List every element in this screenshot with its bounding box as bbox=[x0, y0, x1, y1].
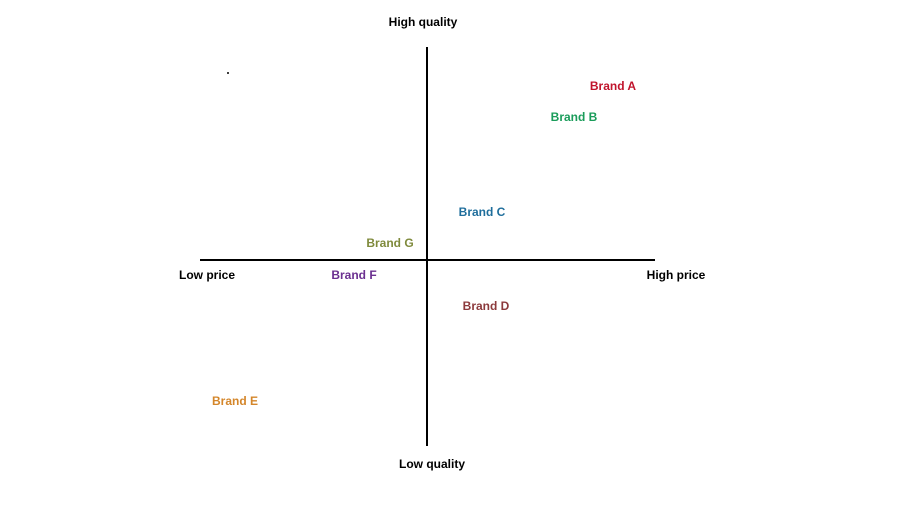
brand-label: Brand G bbox=[366, 236, 413, 250]
brand-label: Brand E bbox=[212, 394, 258, 408]
axis-label-left: Low price bbox=[179, 268, 235, 282]
brand-label: Brand F bbox=[331, 268, 376, 282]
axis-label-right: High price bbox=[647, 268, 706, 282]
axis-label-top: High quality bbox=[389, 15, 458, 29]
brand-label: Brand B bbox=[551, 110, 598, 124]
axis-label-bottom: Low quality bbox=[399, 457, 465, 471]
brand-label: Brand A bbox=[590, 79, 637, 93]
dot bbox=[227, 72, 229, 74]
brand-label: Brand D bbox=[463, 299, 510, 313]
brand-label: Brand C bbox=[459, 205, 506, 219]
